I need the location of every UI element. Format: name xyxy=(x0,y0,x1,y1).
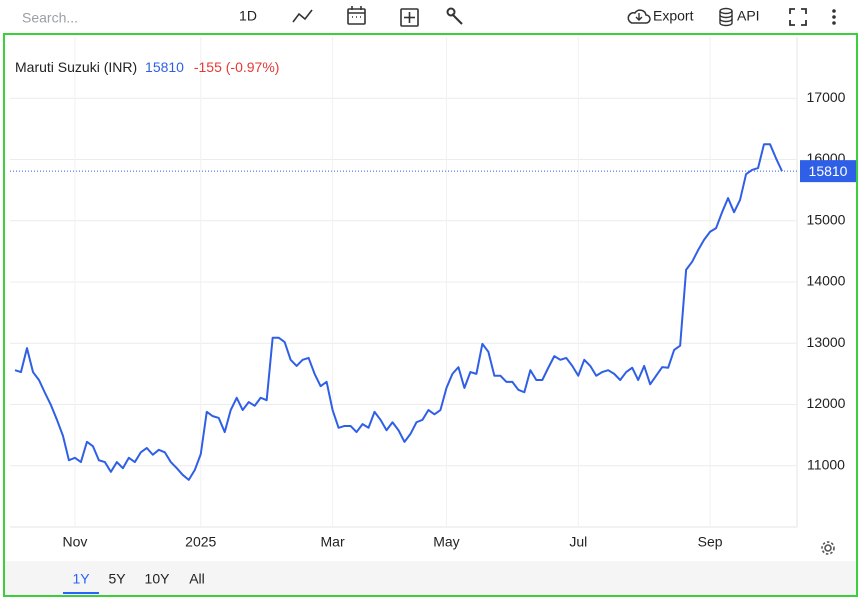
series-name: Maruti Suzuki (INR) xyxy=(15,59,137,75)
calendar-icon[interactable] xyxy=(347,6,366,25)
chart-settings-icon[interactable] xyxy=(821,541,835,555)
x-tick-label: Sep xyxy=(698,534,723,550)
change: -155 (-0.97%) xyxy=(194,59,280,75)
legend: Maruti Suzuki (INR) 15810 -155 (-0.97%) xyxy=(15,59,279,75)
x-tick-label: Mar xyxy=(321,534,345,550)
y-tick-label: 17000 xyxy=(807,89,846,105)
y-tick-label: 11000 xyxy=(807,456,845,472)
range-selector: 1Y 5Y 10Y All xyxy=(63,571,205,594)
range-button[interactable]: 5Y xyxy=(108,571,126,587)
x-tick-label: Nov xyxy=(62,534,87,550)
y-tick-label: 12000 xyxy=(807,395,846,411)
fullscreen-icon[interactable] xyxy=(789,8,807,26)
last-value: 15810 xyxy=(145,59,184,75)
api-button[interactable]: API xyxy=(719,8,760,27)
search-box[interactable]: Search... xyxy=(22,10,78,26)
line-style-icon[interactable] xyxy=(292,9,313,23)
export-label[interactable]: Export xyxy=(653,8,694,24)
chart-frame xyxy=(3,33,858,597)
y-tick-label: 13000 xyxy=(807,334,846,350)
range-button[interactable]: 10Y xyxy=(145,571,171,587)
add-indicator-icon[interactable] xyxy=(400,8,419,27)
x-tick-label: May xyxy=(433,534,459,550)
last-price-badge xyxy=(800,160,856,183)
range-bar xyxy=(5,561,856,595)
api-label[interactable]: API xyxy=(737,8,760,24)
x-tick-label: Jul xyxy=(569,534,587,550)
y-tick-label: 15000 xyxy=(807,211,846,227)
x-tick-label: 2025 xyxy=(185,534,216,550)
more-menu-icon[interactable] xyxy=(832,9,836,25)
export-button[interactable]: Export xyxy=(627,8,694,24)
settings-wrench-icon[interactable] xyxy=(446,7,463,25)
range-button[interactable]: All xyxy=(189,571,205,587)
price-line xyxy=(14,143,783,481)
y-tick-label: 14000 xyxy=(807,273,846,289)
last-price-label: 15810 xyxy=(809,163,848,179)
range-button[interactable]: 1Y xyxy=(72,571,90,587)
interval-button[interactable]: 1D xyxy=(239,8,257,24)
